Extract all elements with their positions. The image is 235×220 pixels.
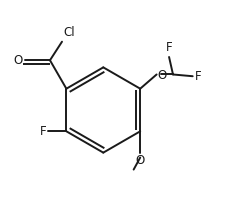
Text: F: F	[166, 41, 172, 54]
Text: O: O	[136, 154, 145, 167]
Text: O: O	[158, 69, 167, 82]
Text: O: O	[13, 54, 22, 67]
Text: Cl: Cl	[63, 26, 75, 40]
Text: F: F	[194, 70, 201, 83]
Text: F: F	[39, 125, 46, 138]
